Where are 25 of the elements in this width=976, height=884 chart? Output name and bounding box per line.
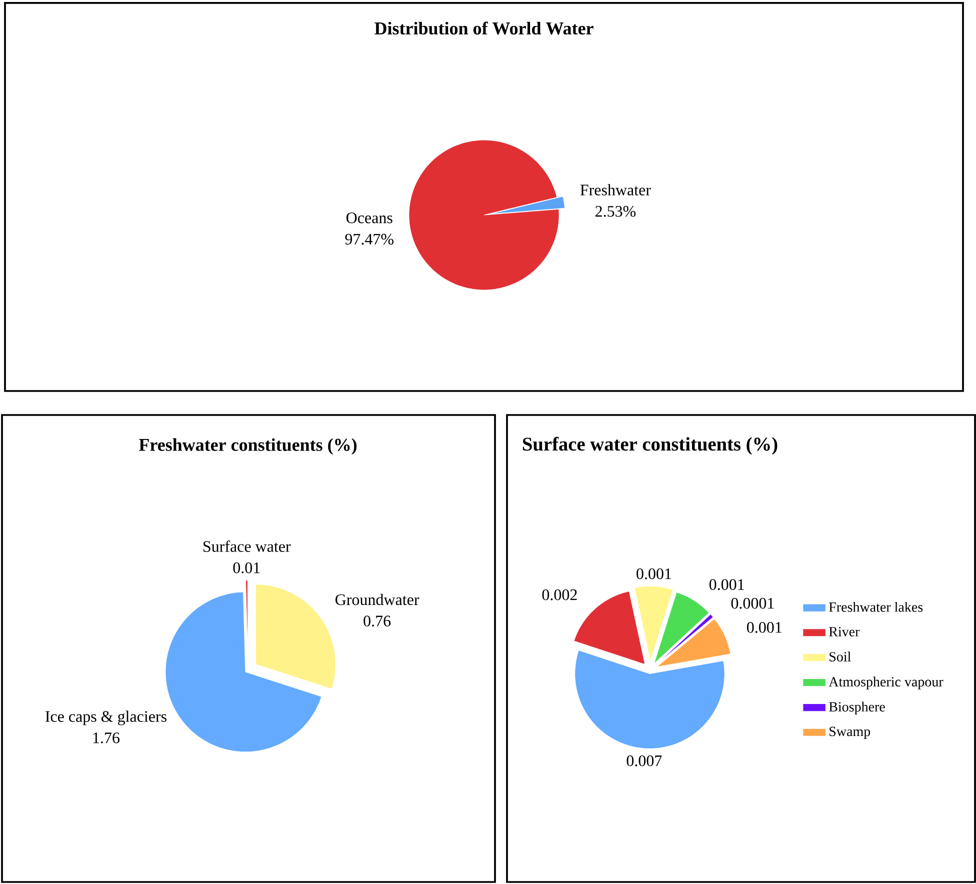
slice-label: Surface water xyxy=(204,540,291,552)
data-label: 0.001 xyxy=(747,622,782,633)
legend-label: Biosphere xyxy=(829,702,885,714)
legend-label: River xyxy=(829,627,860,636)
legend-label: Swamp xyxy=(830,726,870,739)
legend-label: Freshwater lakes xyxy=(829,602,923,612)
data-label: 0.002 xyxy=(542,589,577,600)
data-label: 2.53% xyxy=(596,206,636,217)
data-label: 0.001 xyxy=(636,568,672,580)
data-label: 1.76 xyxy=(93,732,120,744)
data-label: 0.76 xyxy=(364,616,391,627)
chart-title: Surface water constituents (%) xyxy=(522,436,778,455)
data-label: 0.0001 xyxy=(731,598,774,609)
data-label: 0.007 xyxy=(626,755,662,766)
data-label: 97.47% xyxy=(345,234,394,245)
slice-label: Freshwater xyxy=(580,184,651,196)
legend-label: Atmospheric vapour xyxy=(828,676,944,690)
slice-label: Groundwater xyxy=(335,594,420,606)
data-label: 0.001 xyxy=(709,579,744,590)
slice-label: Ice caps & glaciers xyxy=(45,710,166,726)
legend-label: Soil xyxy=(830,652,851,662)
chart-title: Freshwater constituents (%) xyxy=(139,438,357,455)
data-label: 0.01 xyxy=(233,562,260,574)
chart-title: Distribution of World Water xyxy=(374,22,594,35)
slice-label: Oceans xyxy=(346,212,392,224)
